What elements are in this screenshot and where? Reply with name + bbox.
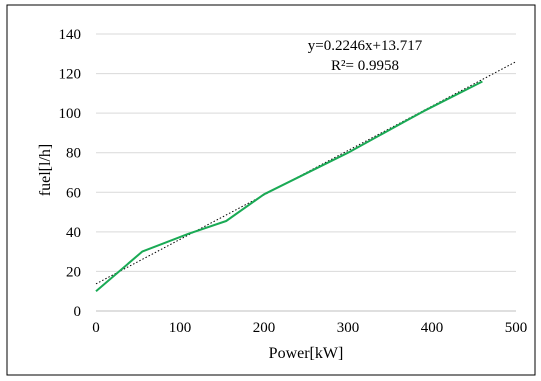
y-tick-label-40: 40 bbox=[66, 225, 81, 241]
series-group bbox=[95, 80, 483, 292]
r-squared-annotation: R²= 0.9958 bbox=[331, 58, 399, 74]
x-tick-label-200: 200 bbox=[253, 320, 276, 336]
trendline bbox=[95, 61, 517, 285]
y-tick-label-60: 60 bbox=[66, 185, 81, 201]
x-tick-label-500: 500 bbox=[505, 320, 528, 336]
y-tick-label-120: 120 bbox=[59, 67, 82, 83]
y-tick-label-100: 100 bbox=[59, 106, 82, 122]
y-tick-label-80: 80 bbox=[66, 146, 81, 162]
x-axis-title: Power[kW] bbox=[269, 345, 344, 362]
x-tick-label-100: 100 bbox=[169, 320, 192, 336]
y-tick-label-20: 20 bbox=[66, 264, 81, 280]
trendline-group bbox=[95, 61, 517, 285]
y-axis-title: fuel[l/h] bbox=[37, 144, 54, 196]
x-tick-label-300: 300 bbox=[337, 320, 360, 336]
equation-annotation: y=0.2246x+13.717 bbox=[308, 38, 423, 54]
x-tick-label-0: 0 bbox=[92, 320, 100, 336]
grid-lines bbox=[96, 33, 516, 272]
y-tick-label-0: 0 bbox=[74, 304, 82, 320]
y-tick-labels: 0 20 40 60 80 100 120 140 bbox=[59, 27, 82, 320]
x-tick-label-400: 400 bbox=[421, 320, 444, 336]
y-tick-label-140: 140 bbox=[59, 27, 82, 43]
series-line-0 bbox=[95, 80, 483, 292]
x-tick-labels: 0 100 200 300 400 500 bbox=[92, 320, 527, 336]
